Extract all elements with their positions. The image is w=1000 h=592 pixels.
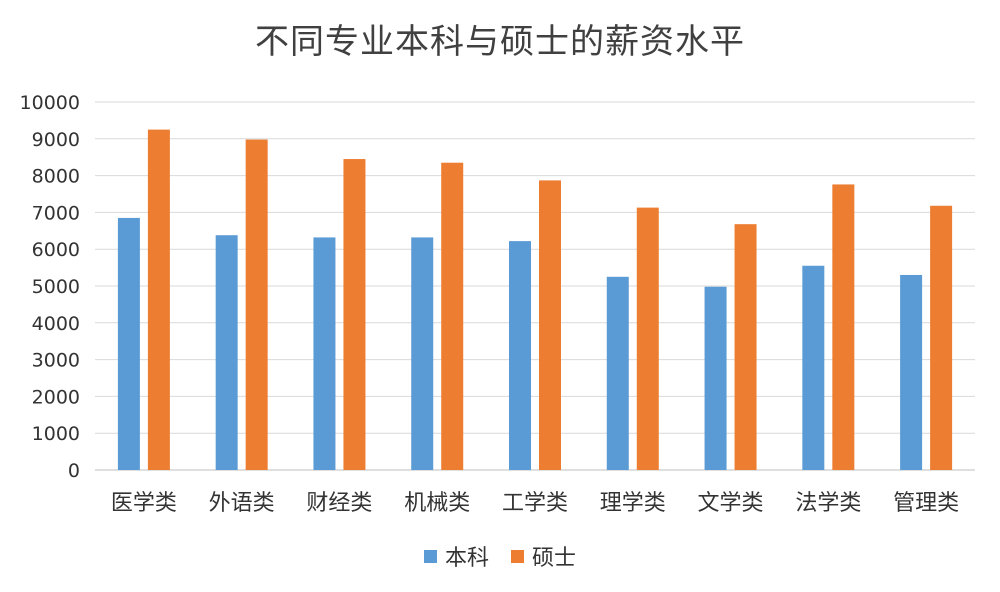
y-tick-label: 7000 <box>32 202 80 224</box>
bar-master <box>147 129 170 470</box>
bar-bachelor <box>802 265 825 470</box>
bar-bachelor <box>215 235 238 470</box>
chart-title: 不同专业本科与硕士的薪资水平 <box>255 22 745 62</box>
bars <box>117 129 953 471</box>
legend-item-bachelor: 本科 <box>423 540 489 572</box>
x-category-label: 外语类 <box>209 491 275 516</box>
y-tick-label: 6000 <box>32 239 80 261</box>
bar-bachelor <box>509 241 531 470</box>
y-tick-label: 9000 <box>32 129 80 151</box>
bar-master <box>930 205 953 470</box>
bar-master <box>734 224 757 470</box>
bar-bachelor <box>313 237 336 470</box>
bar-bachelor <box>411 237 434 470</box>
y-tick-label: 0 <box>68 460 80 482</box>
legend-item-master: 硕士 <box>511 540 576 572</box>
x-axis-labels: 医学类 外语类 财经类 机械类 工学类 理学类 文学类 法学类 管理类 <box>111 491 959 516</box>
y-tick-label: 5000 <box>32 276 80 298</box>
bar-master <box>539 180 561 470</box>
x-category-label: 理学类 <box>600 491 666 516</box>
bar-bachelor <box>704 286 727 470</box>
x-category-label: 管理类 <box>893 491 959 516</box>
bar-master <box>636 207 659 470</box>
bar-master <box>832 184 855 470</box>
x-category-label: 医学类 <box>111 491 177 516</box>
x-category-label: 财经类 <box>306 491 372 516</box>
bar-master <box>441 162 464 470</box>
bar-bachelor <box>900 274 923 470</box>
legend-label-bachelor: 本科 <box>444 546 489 571</box>
legend-swatch-bachelor <box>423 549 437 563</box>
y-tick-label: 3000 <box>32 350 80 372</box>
y-tick-label: 10000 <box>20 92 80 114</box>
y-axis-ticks: 0 1000 2000 3000 4000 5000 6000 7000 8000 9000 100… <box>20 92 80 482</box>
legend-label-master: 硕士 <box>532 546 577 571</box>
x-category-label: 文学类 <box>698 491 764 516</box>
y-tick-label: 2000 <box>32 386 80 408</box>
legend: 本科 硕士 <box>0 540 1000 572</box>
y-tick-label: 4000 <box>32 313 80 335</box>
bar-master <box>343 159 366 471</box>
legend-swatch-master <box>511 549 524 563</box>
bar-master <box>245 139 268 470</box>
bar-bachelor <box>606 276 629 470</box>
gridlines <box>95 101 975 471</box>
bar-bachelor <box>117 217 140 470</box>
x-category-label: 法学类 <box>795 491 861 516</box>
x-category-label: 机械类 <box>404 491 470 516</box>
x-category-label: 工学类 <box>502 491 568 516</box>
y-tick-label: 8000 <box>32 166 80 188</box>
y-tick-label: 1000 <box>32 423 80 445</box>
